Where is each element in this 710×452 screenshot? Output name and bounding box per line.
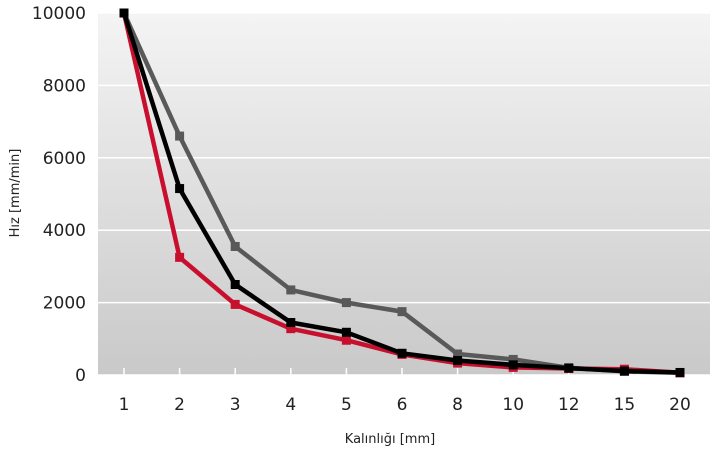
- gridlines: [98, 12, 710, 376]
- data-point: [175, 252, 185, 262]
- series-3: [119, 8, 685, 377]
- y-tick-label: 8000: [43, 76, 86, 96]
- data-point: [175, 131, 185, 141]
- data-point: [397, 307, 407, 317]
- x-tick-label: 5: [341, 395, 352, 415]
- data-point: [508, 354, 518, 364]
- data-point: [675, 367, 685, 377]
- x-tick-label: 8: [452, 395, 463, 415]
- y-tick-label: 0: [75, 366, 86, 386]
- data-point: [619, 366, 629, 376]
- data-point: [230, 299, 240, 309]
- data-point: [341, 298, 351, 308]
- x-tick-label: 15: [614, 395, 636, 415]
- data-point: [508, 360, 518, 370]
- data-point: [341, 335, 351, 345]
- data-point: [175, 184, 185, 194]
- data-point: [453, 349, 463, 359]
- y-axis-label: Hız [mm/min]: [8, 149, 23, 238]
- data-point: [286, 324, 296, 334]
- data-point: [397, 348, 407, 358]
- x-tick-label: 20: [669, 395, 691, 415]
- series-lines: [119, 8, 685, 378]
- x-tick-label: 1: [119, 395, 130, 415]
- x-tick-label: 6: [397, 395, 408, 415]
- y-tick-label: 4000: [43, 221, 86, 241]
- y-tick-label: 10000: [32, 4, 86, 24]
- data-point: [286, 318, 296, 328]
- x-tick-label: 2: [174, 395, 185, 415]
- data-point: [286, 285, 296, 295]
- data-point: [453, 356, 463, 366]
- data-point: [341, 327, 351, 337]
- x-axis-label: Kalınlığı [mm]: [345, 432, 435, 447]
- x-tick-label: 12: [558, 395, 580, 415]
- y-tick-label: 6000: [43, 149, 86, 169]
- data-point: [119, 8, 129, 18]
- x-tick-label: 3: [230, 395, 241, 415]
- x-tick-label: 4: [285, 395, 296, 415]
- y-tick-label: 2000: [43, 294, 86, 314]
- x-tick-label: 10: [502, 395, 524, 415]
- y-axis-tick-labels: 0 2000 4000 6000 8000 10000: [32, 4, 86, 386]
- x-axis-tick-labels: 1 2 3 4 5 6 8 10 12 15 20: [119, 395, 691, 415]
- plot-area: [98, 13, 710, 375]
- data-point: [564, 363, 574, 373]
- data-point: [230, 241, 240, 251]
- data-point: [230, 280, 240, 289]
